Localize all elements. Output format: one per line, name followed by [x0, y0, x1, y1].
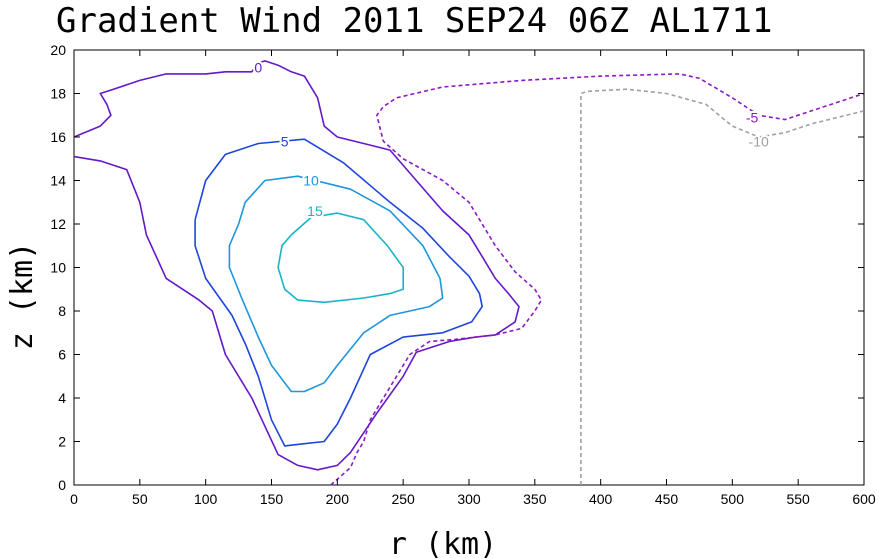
contour-label: 5 — [281, 133, 289, 149]
y-tick-label: 20 — [50, 42, 66, 58]
y-tick-label: 4 — [58, 390, 66, 406]
contour-label: -5 — [746, 109, 759, 125]
y-tick-label: 14 — [50, 173, 66, 189]
y-tick-label: 10 — [50, 260, 66, 276]
contour-label: 15 — [307, 203, 323, 219]
contour-lines — [73, 60, 865, 486]
x-tick-label: 350 — [523, 491, 547, 507]
contour-label: 10 — [303, 173, 319, 189]
y-tick-label: 18 — [50, 86, 66, 102]
contour-line-level-0 — [73, 60, 520, 471]
x-axis-label: r (km) — [389, 527, 497, 559]
x-tick-label: 400 — [589, 491, 613, 507]
x-tick-label: 50 — [132, 491, 148, 507]
x-tick-label: 100 — [194, 491, 218, 507]
x-tick-label: 0 — [70, 491, 78, 507]
y-tick-label: 12 — [50, 216, 66, 232]
x-tick-label: 450 — [655, 491, 679, 507]
y-tick-label: 0 — [58, 477, 66, 493]
x-tick-label: 600 — [852, 491, 876, 507]
x-tick-label: 200 — [326, 491, 350, 507]
x-tick-label: 550 — [786, 491, 810, 507]
contour-line-level-neg5 — [330, 73, 865, 486]
x-tick-label: 500 — [721, 491, 745, 507]
contour-line-level-10 — [228, 175, 444, 393]
x-axis-ticks: 0 50 100 150 200 250 300 350 400 450 500 550 600 — [70, 50, 876, 507]
contour-line-level-5 — [194, 138, 484, 447]
y-tick-label: 16 — [50, 129, 66, 145]
contour-label: -10 — [749, 133, 769, 149]
y-tick-label: 6 — [58, 347, 66, 363]
contour-labels: 15 10 5 0 -5 -10 — [252, 57, 771, 221]
y-axis-label: z (km) — [5, 242, 40, 350]
contour-line-level-15 — [277, 212, 405, 304]
y-tick-label: 2 — [58, 434, 66, 450]
y-axis-ticks: 0 2 4 6 8 10 12 14 16 18 20 — [50, 42, 864, 493]
chart-title: Gradient Wind 2011 SEP24 06Z AL1711 — [56, 1, 772, 41]
contour-line-level-neg10 — [580, 88, 865, 485]
x-tick-label: 300 — [457, 491, 481, 507]
y-tick-label: 8 — [58, 303, 66, 319]
contour-label: 0 — [254, 59, 262, 75]
x-tick-label: 150 — [260, 491, 284, 507]
x-tick-label: 250 — [391, 491, 415, 507]
